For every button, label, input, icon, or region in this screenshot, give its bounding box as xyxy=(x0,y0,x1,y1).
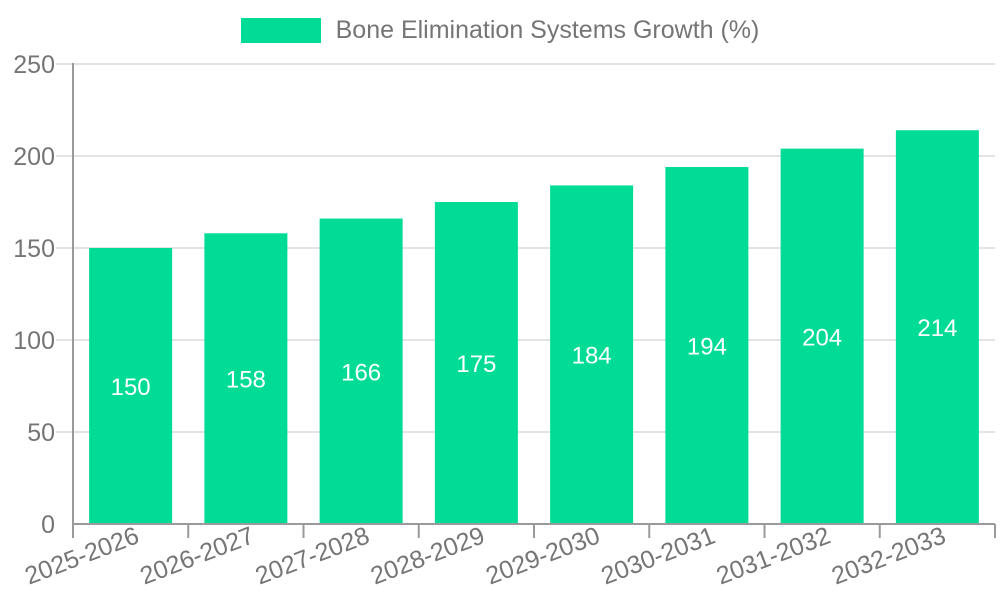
bar-value-label: 158 xyxy=(226,367,266,394)
bar[interactable] xyxy=(895,130,979,524)
y-tick-label: 150 xyxy=(13,235,55,263)
bar[interactable] xyxy=(665,167,749,524)
bar-value-label: 175 xyxy=(456,351,496,378)
x-tick-label: 2028-2029 xyxy=(367,521,489,590)
y-tick-label: 100 xyxy=(13,327,55,355)
bar-value-label: 204 xyxy=(802,324,842,351)
legend[interactable]: Bone Elimination Systems Growth (%) xyxy=(0,16,1000,44)
bar-value-label: 150 xyxy=(111,374,151,401)
legend-swatch xyxy=(240,17,321,43)
legend-label: Bone Elimination Systems Growth (%) xyxy=(335,16,760,44)
x-tick-label: 2030-2031 xyxy=(597,521,719,590)
y-tick-label: 250 xyxy=(13,51,55,79)
bar-value-label: 194 xyxy=(687,334,727,361)
x-tick-label: 2027-2028 xyxy=(252,521,374,590)
y-tick-label: 50 xyxy=(27,419,55,447)
bar-value-label: 184 xyxy=(572,343,612,370)
y-tick-label: 200 xyxy=(13,143,55,171)
bar-value-label: 166 xyxy=(341,359,381,386)
bar[interactable] xyxy=(89,248,173,523)
bar[interactable] xyxy=(550,185,634,523)
x-tick-label: 2026-2027 xyxy=(136,521,258,590)
x-tick-label: 2025-2026 xyxy=(21,521,143,590)
bar[interactable] xyxy=(319,218,403,523)
bar[interactable] xyxy=(434,202,518,523)
x-tick-label: 2031-2032 xyxy=(713,521,835,590)
x-tick-label: 2032-2033 xyxy=(828,521,950,590)
x-tick-label: 2029-2030 xyxy=(482,521,604,590)
bar[interactable] xyxy=(204,233,288,523)
y-tick-label: 0 xyxy=(41,511,55,539)
bar-value-label: 214 xyxy=(917,315,957,342)
bar[interactable] xyxy=(780,148,864,523)
